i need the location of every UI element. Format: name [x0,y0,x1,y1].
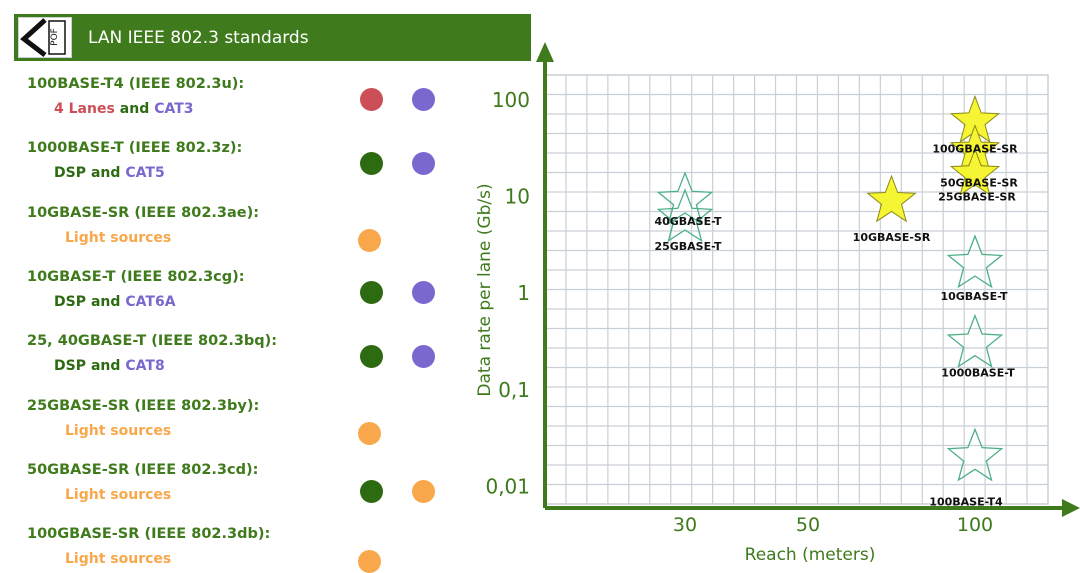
standard-item: 25GBASE-SR (IEEE 802.3by): Light sources [27,398,259,439]
standard-subtitle: 4 Lanes and CAT3 [54,101,244,117]
standard-subtitle: Light sources [65,230,259,246]
pof-logo: POF [18,17,72,58]
star-filled-icon [866,174,917,223]
orange-dot-icon [358,421,381,445]
standard-subtitle-word: DSP [54,358,86,375]
standard-item: 100BASE-T4 (IEEE 802.3u): 4 Lanes and CAT3 [27,76,244,117]
standard-subtitle: DSP and CAT6A [54,294,245,310]
point-label: 10GBASE-SR [853,231,931,244]
y-tick-label: 100 [492,88,530,112]
x-tick-label: 50 [796,514,820,536]
purple-dot-icon [412,345,435,369]
point-label: 25GBASE-SR [938,190,1016,203]
standard-subtitle: Light sources [65,487,258,503]
orange-dot-icon [358,550,381,573]
y-tick-label: 0,1 [498,378,530,402]
purple-dot-icon [412,280,435,304]
standard-item: 10GBASE-T (IEEE 802.3cg): DSP and CAT6A [27,269,245,310]
standard-title: 100BASE-T4 (IEEE 802.3u): [27,76,245,92]
standard-subtitle-word: CAT6A [125,293,176,310]
pof-logo-icon: POF [20,18,66,57]
green-dot-icon [360,152,383,176]
star-outline-icon [946,313,1004,368]
point-label: 50GBASE-SR [940,177,1018,190]
x-tick-label: 30 [673,514,697,536]
standard-subtitle: DSP and CAT8 [54,358,277,374]
standard-title: 1000BASE-T (IEEE 802.3z): [27,140,243,157]
standard-subtitle: Light sources [65,551,270,567]
standard-subtitle-word: and [119,101,150,117]
orange-dot-icon [412,479,435,503]
x-axis-arrow-icon [1062,499,1080,517]
star-filled-icon [949,147,1001,196]
x-tick-label: 100 [957,514,993,536]
standard-title: 100GBASE-SR (IEEE 802.3db): [27,526,271,543]
y-tick-label: 0,01 [485,474,530,498]
standard-subtitle-word: 4 Lanes [54,101,115,117]
standard-subtitle-word: Light sources [65,551,172,568]
star-outline-icon [946,234,1004,289]
standard-item: 100GBASE-SR (IEEE 802.3db): Light sources [27,526,270,567]
standard-title: 25GBASE-SR (IEEE 802.3by): [27,397,260,414]
standard-subtitle-word: Light sources [65,229,172,246]
point-label: 1000BASE-T [941,367,1015,380]
header-bar: POF LAN IEEE 802.3 standards [14,14,531,61]
standard-subtitle-word: Light sources [65,486,172,503]
y-axis-arrow-icon [536,42,554,62]
standard-subtitle-word: DSP [54,293,86,310]
page-title: LAN IEEE 802.3 standards [88,28,309,48]
standard-item: 1000BASE-T (IEEE 802.3z): DSP and CAT5 [27,140,242,181]
point-label: 25GBASE-T [654,240,722,253]
standard-title: 10GBASE-T (IEEE 802.3cg): [27,268,245,285]
standard-item: 10GBASE-SR (IEEE 802.3ae): Light sources [27,205,259,246]
green-dot-icon [360,479,383,503]
point-label: 100BASE-T4 [929,495,1003,508]
orange-dot-icon [358,228,381,252]
chart-axes [536,42,1080,517]
y-tick-label: 10 [505,185,530,209]
purple-dot-icon [412,88,435,111]
standard-subtitle: Light sources [65,423,259,439]
purple-dot-icon [412,152,435,176]
standard-title: 50GBASE-SR (IEEE 802.3cd): [27,461,259,478]
y-axis-label: Data rate per lane (Gb/s) [475,183,495,396]
y-tick-label: 1 [517,281,530,305]
standard-subtitle-word: and [90,293,121,310]
red-dot-icon [360,88,383,111]
standard-title: 10GBASE-SR (IEEE 802.3ae): [27,204,260,221]
standard-subtitle-word: and [90,165,121,182]
star-outline-icon [946,427,1004,482]
point-label: 100GBASE-SR [932,142,1018,155]
standard-item: 25, 40GBASE-T (IEEE 802.3bq): DSP and CAT8 [27,333,277,374]
standard-subtitle-word: DSP [54,165,86,182]
star-outline-icon [656,188,714,243]
standard-subtitle: DSP and CAT5 [54,165,242,181]
point-label: 10GBASE-T [940,290,1008,303]
standard-subtitle-word: Light sources [65,422,172,439]
standard-title: 25, 40GBASE-T (IEEE 802.3bq): [27,333,278,350]
standard-subtitle-word: CAT5 [125,165,165,182]
green-dot-icon [360,345,383,369]
pof-logo-text: POF [50,28,60,46]
standard-subtitle-word: CAT3 [154,101,194,117]
standard-subtitle-word: and [90,358,121,375]
standard-subtitle-word: CAT8 [125,358,165,375]
standard-item: 50GBASE-SR (IEEE 802.3cd): Light sources [27,462,258,503]
green-dot-icon [360,280,383,304]
chart-ticks: 30 50 100 100 10 1 0,1 0,01 [485,88,993,536]
star-outline-icon [656,171,714,226]
x-axis-label: Reach (meters) [745,545,876,565]
point-label: 40GBASE-T [654,215,722,228]
